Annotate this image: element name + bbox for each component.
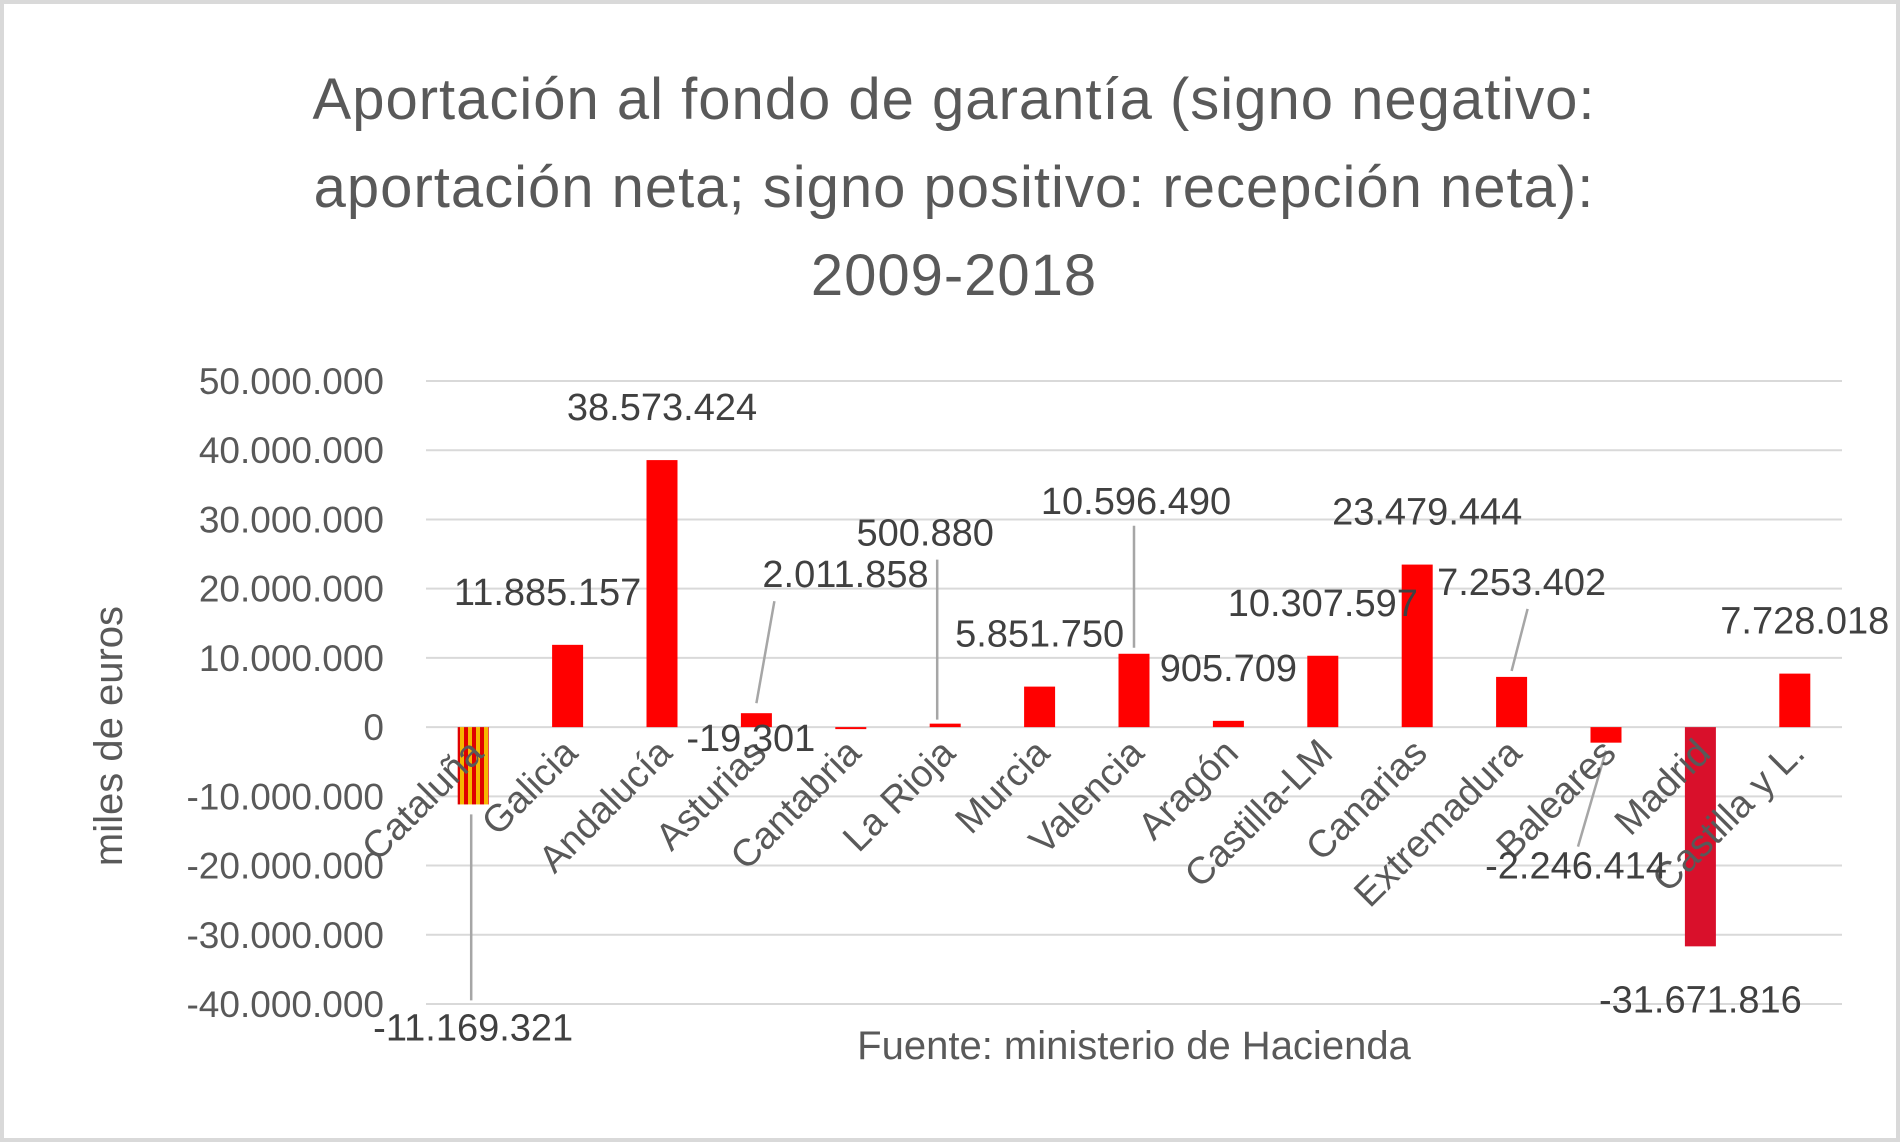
bar	[929, 723, 961, 728]
y-tick-label: 40.000.000	[199, 430, 384, 471]
data-label-leader	[1510, 608, 1529, 672]
bar	[740, 713, 772, 728]
data-label-leader	[1576, 750, 1608, 848]
data-label: 38.573.424	[567, 387, 757, 429]
chart-title-line: aportación neta; signo positivo: recepci…	[313, 155, 1595, 220]
y-tick-label: -30.000.000	[186, 915, 384, 956]
bar	[1118, 653, 1150, 728]
data-label: -31.671.816	[1599, 979, 1802, 1021]
y-tick-label: -20.000.000	[186, 846, 384, 887]
bar	[1590, 727, 1622, 743]
data-label: 7.728.018	[1720, 601, 1889, 643]
bar	[1779, 673, 1811, 728]
bar	[1684, 727, 1716, 947]
data-label: 11.885.157	[454, 572, 641, 614]
bar	[1496, 676, 1528, 728]
data-label: 10.307.597	[1228, 583, 1418, 625]
chart-title-line: 2009-2018	[810, 243, 1098, 308]
bar	[835, 727, 867, 730]
y-tick-label: -40.000.000	[186, 984, 384, 1025]
source-note: Fuente: ministerio de Hacienda	[857, 1024, 1411, 1068]
bar	[552, 644, 584, 728]
data-label-leader	[755, 600, 776, 704]
y-axis-label: miles de euros	[87, 606, 131, 866]
data-label: 2.011.858	[762, 554, 928, 596]
bar	[1401, 564, 1433, 728]
bar	[646, 460, 678, 728]
data-label: -11.169.321	[373, 1007, 573, 1049]
y-tick-label: 30.000.000	[199, 499, 384, 540]
chart-title: Aportación al fondo de garantía (signo n…	[104, 56, 1804, 320]
data-label: 500.880	[857, 513, 994, 555]
bar	[1212, 720, 1244, 728]
data-label: 5.851.750	[955, 614, 1124, 656]
data-label: 905.709	[1160, 648, 1297, 690]
y-tick-label: 20.000.000	[199, 569, 384, 610]
bar	[1024, 686, 1056, 728]
y-tick-label: 0	[363, 707, 384, 748]
bar	[457, 727, 489, 805]
y-tick-label: -10.000.000	[186, 776, 384, 817]
data-label: 23.479.444	[1332, 492, 1522, 534]
data-label: -19.301	[686, 718, 815, 760]
chart-title-line: Aportación al fondo de garantía (signo n…	[312, 67, 1596, 132]
data-label: 10.596.490	[1041, 481, 1231, 523]
data-label: -2.246.414	[1485, 846, 1667, 888]
data-label: 7.253.402	[1437, 562, 1606, 604]
bar	[1307, 655, 1339, 728]
y-tick-label: 10.000.000	[199, 638, 384, 679]
y-tick-label: 50.000.000	[199, 361, 384, 402]
chart-plot: 50.000.000 40.000.000 30.000.000 20.000.000…	[87, 361, 1889, 1068]
